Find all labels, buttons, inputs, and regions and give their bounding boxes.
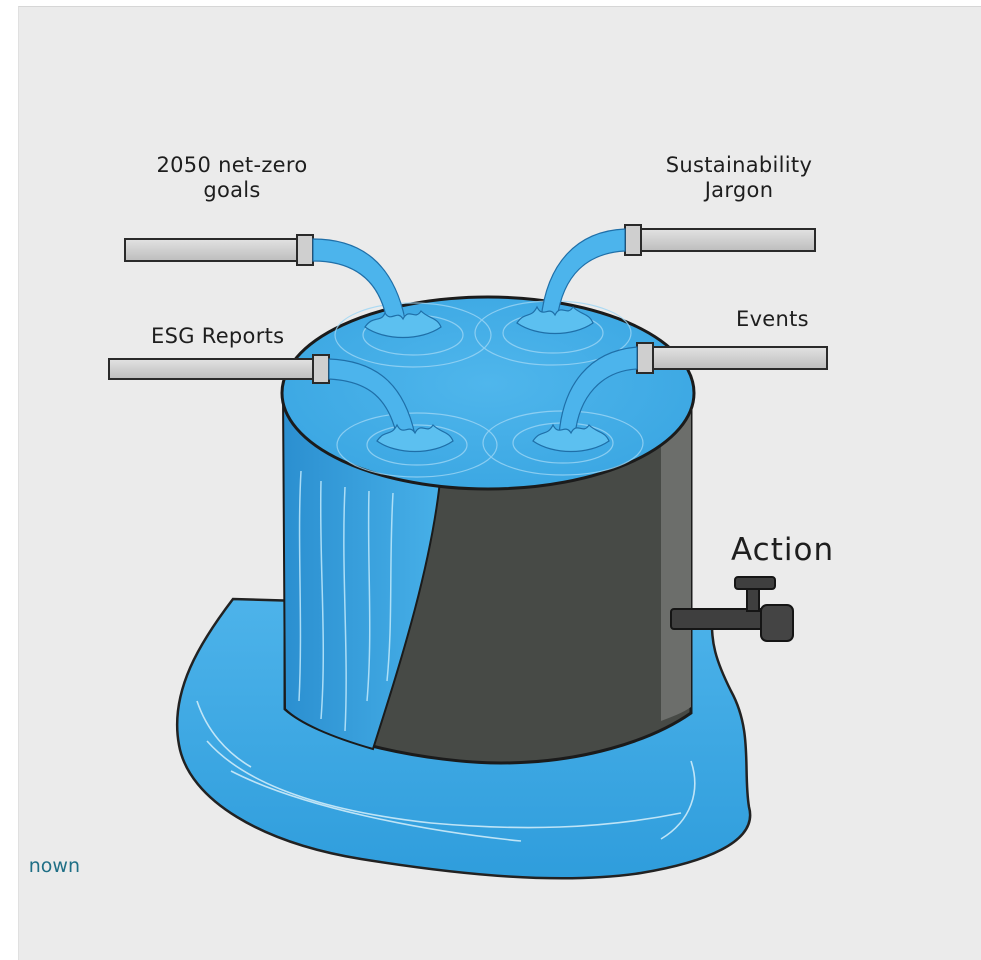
stream-goals bbox=[312, 238, 406, 322]
pipe-jargon bbox=[624, 224, 816, 256]
pipe-esg bbox=[108, 354, 330, 384]
splash-4 bbox=[532, 423, 610, 453]
label-goals-line1: 2050 net-zero bbox=[156, 153, 308, 177]
tank-right-highlight bbox=[661, 401, 691, 721]
pipe-goals bbox=[124, 234, 314, 266]
stream-jargon bbox=[540, 228, 626, 320]
splash-1 bbox=[364, 310, 442, 339]
pipe-events bbox=[636, 342, 828, 374]
label-goals-line2: goals bbox=[203, 178, 261, 203]
splash-3 bbox=[376, 423, 454, 453]
label-action: Action bbox=[731, 532, 835, 568]
splash-2 bbox=[516, 305, 594, 335]
label-2050-net-zero-goals: 2050 net-zero goals bbox=[131, 153, 333, 203]
illustration-frame: 2050 net-zero goals Sustainability Jargo… bbox=[18, 6, 981, 960]
label-jargon-line2: Jargon bbox=[704, 178, 774, 203]
water-tank-illustration bbox=[108, 224, 828, 880]
image-credit: nown bbox=[0, 855, 80, 877]
label-sustainability-jargon: Sustainability Jargon bbox=[639, 153, 839, 203]
action-tap bbox=[670, 576, 794, 642]
label-jargon-line1: Sustainability bbox=[665, 153, 813, 177]
label-events: Events bbox=[736, 307, 809, 331]
label-esg-reports: ESG Reports bbox=[151, 324, 285, 348]
credit-text: nown bbox=[28, 855, 80, 877]
